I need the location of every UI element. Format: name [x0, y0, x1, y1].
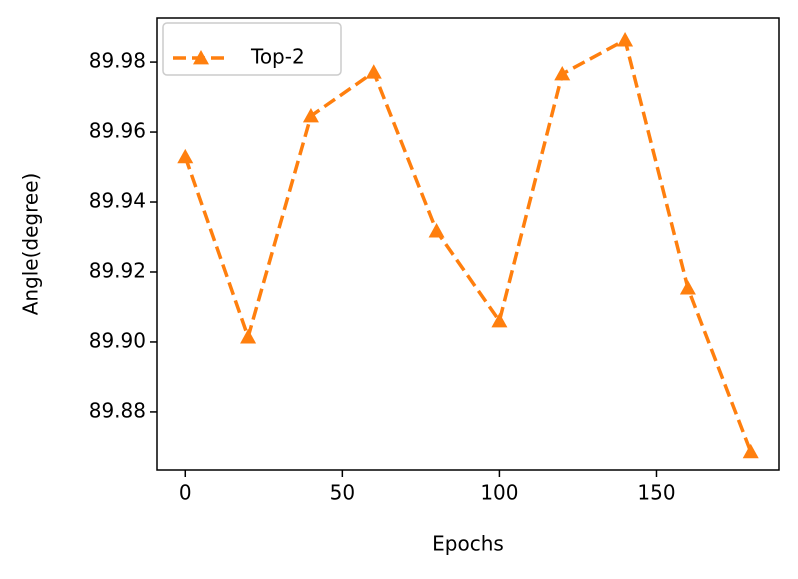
y-tick-label: 89.94: [89, 189, 146, 213]
legend-marker: [193, 50, 209, 65]
data-point: [491, 312, 508, 328]
data-point: [365, 64, 382, 79]
legend-label: Top-2: [250, 45, 305, 69]
x-tick-label: 50: [330, 481, 355, 505]
y-tick-label: 89.92: [89, 258, 146, 282]
x-tick-label: 100: [480, 481, 518, 505]
y-tick-label: 89.98: [89, 49, 146, 73]
plot-frame: [156, 17, 780, 471]
data-point: [302, 107, 319, 123]
data-point: [428, 223, 445, 238]
y-tick-label: 89.90: [89, 328, 146, 352]
data-point: [177, 148, 194, 164]
data-line: [183, 37, 753, 453]
x-tick-label: 0: [179, 481, 192, 505]
x-tick-label: 150: [637, 481, 675, 505]
y-axis-label: Angle(degree): [19, 173, 43, 316]
data-point: [679, 280, 696, 295]
data-point: [617, 32, 634, 47]
data-point: [240, 329, 257, 344]
y-tick-label: 89.88: [89, 398, 146, 422]
data-point: [742, 443, 759, 459]
y-tick-label: 89.96: [89, 119, 146, 143]
data-point: [554, 65, 571, 81]
x-axis-label: Epochs: [432, 532, 504, 556]
